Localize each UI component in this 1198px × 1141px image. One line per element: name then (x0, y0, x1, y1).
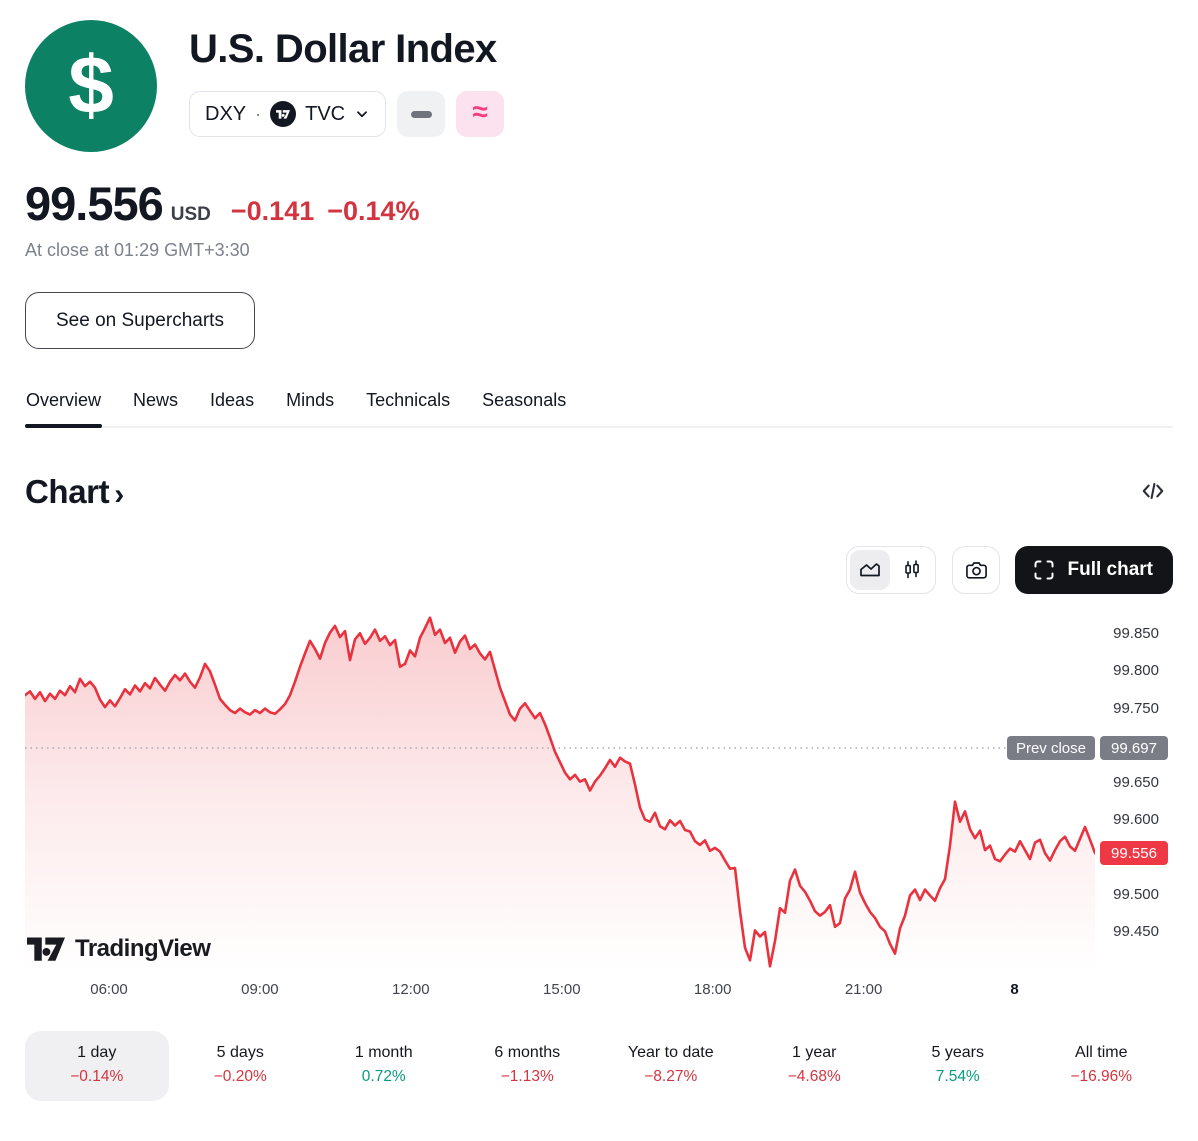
chart-type-toggle (846, 546, 937, 594)
chart-controls: Full chart (25, 546, 1173, 594)
period-5-days[interactable]: 5 days −0.20% (169, 1031, 313, 1101)
separator-dot: · (255, 103, 262, 124)
last-price: 99.556 (25, 177, 164, 230)
period-label: Year to date (627, 1044, 714, 1061)
period-label: 1 year (792, 1044, 837, 1061)
x-axis-label: 15:00 (543, 981, 581, 998)
x-axis-label: 18:00 (693, 981, 732, 998)
y-axis-label: 99.750 (1113, 699, 1159, 717)
full-chart-button[interactable]: Full chart (1015, 546, 1173, 594)
symbol-selector-button[interactable]: DXY · TVC (189, 91, 387, 137)
chevron-down-icon (357, 111, 368, 118)
period-year-to-date[interactable]: Year to date −8.27% (599, 1031, 743, 1101)
chevron-right-icon: › (114, 477, 124, 511)
exchange-name: TVC (305, 102, 346, 125)
tab-minds[interactable]: Minds (285, 390, 335, 426)
tab-news[interactable]: News (132, 390, 179, 426)
period-label: 6 months (494, 1044, 561, 1061)
embed-code-button[interactable] (1139, 478, 1167, 507)
dollar-logo-icon: $ (25, 20, 157, 152)
snapshot-button[interactable] (952, 546, 1001, 594)
y-axis-label: 99.600 (1113, 811, 1159, 829)
market-status-note: At close at 01:29 GMT+3:30 (25, 240, 250, 260)
y-axis-label: 99.850 (1113, 625, 1159, 643)
period-change: −0.20% (213, 1068, 267, 1085)
y-axis-label: 99.650 (1113, 774, 1159, 792)
chart-plot (25, 616, 1095, 973)
currency-label: USD (170, 204, 211, 225)
prev-close-value-badge: 99.697 (1100, 736, 1168, 761)
period-change: −4.68% (787, 1068, 841, 1085)
period-label: 1 day (77, 1044, 117, 1061)
period-label: 5 days (216, 1044, 264, 1061)
chart-area-fill (25, 617, 1095, 973)
waves-button[interactable]: ≈ (456, 91, 505, 137)
y-axis-label: 99.500 (1113, 885, 1159, 903)
prev-close-label-badge: Prev close (1006, 736, 1095, 761)
x-axis-label: 09:00 (241, 981, 279, 998)
watermark-text: TradingView (75, 935, 211, 962)
y-axis-label: 99.800 (1113, 662, 1159, 680)
period-1-day[interactable]: 1 day −0.14% (25, 1031, 169, 1101)
price-change: −0.141 (230, 196, 315, 226)
price-row: 99.556 USD −0.141 −0.14% (25, 176, 1173, 231)
tradingview-watermark: TradingView (27, 935, 211, 963)
area-chart-icon (860, 563, 881, 577)
header-main: U.S. Dollar Index DXY · T (189, 20, 505, 152)
tab-technicals[interactable]: Technicals (365, 390, 451, 426)
waves-icon: ≈ (472, 96, 488, 127)
period-selector: 1 day −0.14% 5 days −0.20% 1 month 0.72%… (25, 1031, 1173, 1101)
dollar-sign: $ (68, 40, 114, 131)
period-5-years[interactable]: 5 years 7.54% (886, 1031, 1030, 1101)
period-change: 0.72% (361, 1068, 406, 1085)
tab-seasonals[interactable]: Seasonals (481, 390, 567, 426)
chart-title-text: Chart (25, 473, 110, 510)
symbol-ticker: DXY (205, 102, 247, 125)
area-chart-toggle[interactable] (850, 550, 891, 590)
period-6-months[interactable]: 6 months −1.13% (456, 1031, 600, 1101)
time-axis: 06:00 09:00 12:00 15:00 18:00 21:00 8 (25, 973, 1173, 1009)
price-change-percent: −0.14% (327, 196, 420, 226)
candles-icon (905, 560, 920, 579)
period-label: All time (1075, 1044, 1128, 1061)
period-change: −16.96% (1070, 1068, 1133, 1085)
period-label: 1 month (354, 1044, 413, 1061)
camera-icon (966, 561, 987, 579)
market-closed-dash-icon (410, 110, 432, 118)
candles-chart-toggle[interactable] (892, 550, 932, 590)
period-change: −0.14% (70, 1068, 124, 1085)
period-change: −8.27% (644, 1068, 698, 1085)
code-icon (1142, 482, 1164, 499)
symbol-header: $ U.S. Dollar Index DXY · (25, 20, 1173, 152)
fullscreen-icon (1034, 560, 1054, 580)
period-change: −1.13% (500, 1068, 554, 1085)
x-axis-label: 12:00 (392, 981, 430, 998)
chart-section-title[interactable]: Chart › (25, 473, 124, 511)
page-title: U.S. Dollar Index (189, 27, 497, 71)
chart-section-head: Chart › (25, 473, 1173, 511)
market-closed-button[interactable] (397, 91, 446, 137)
period-change: 7.54% (935, 1068, 980, 1085)
x-axis-label: 06:00 (90, 981, 128, 998)
see-on-supercharts-button[interactable]: See on Supercharts (25, 292, 255, 349)
tradingview-logo-icon (270, 101, 297, 127)
price-chart[interactable]: Prev close 99.697 99.556 TradingView 99.… (25, 608, 1173, 973)
price-line (25, 616, 1095, 968)
last-price-badge: 99.556 (1100, 841, 1168, 866)
period-1-month[interactable]: 1 month 0.72% (312, 1031, 456, 1101)
period-label: 5 years (931, 1044, 984, 1061)
tradingview-mark-icon (27, 937, 65, 961)
tab-bar: Overview News Ideas Minds Technicals Sea… (25, 390, 1173, 428)
symbol-page: $ U.S. Dollar Index DXY · (25, 20, 1173, 1101)
y-axis-label: 99.450 (1113, 923, 1159, 941)
header-row: DXY · TVC (189, 91, 505, 137)
x-axis-label: 8 (1010, 981, 1019, 998)
x-axis-label: 21:00 (844, 981, 883, 998)
full-chart-label: Full chart (1067, 559, 1153, 580)
tab-overview[interactable]: Overview (25, 390, 103, 428)
tab-ideas[interactable]: Ideas (209, 390, 255, 426)
period-1-year[interactable]: 1 year −4.68% (743, 1031, 887, 1101)
period-all-time[interactable]: All time −16.96% (1030, 1031, 1174, 1101)
